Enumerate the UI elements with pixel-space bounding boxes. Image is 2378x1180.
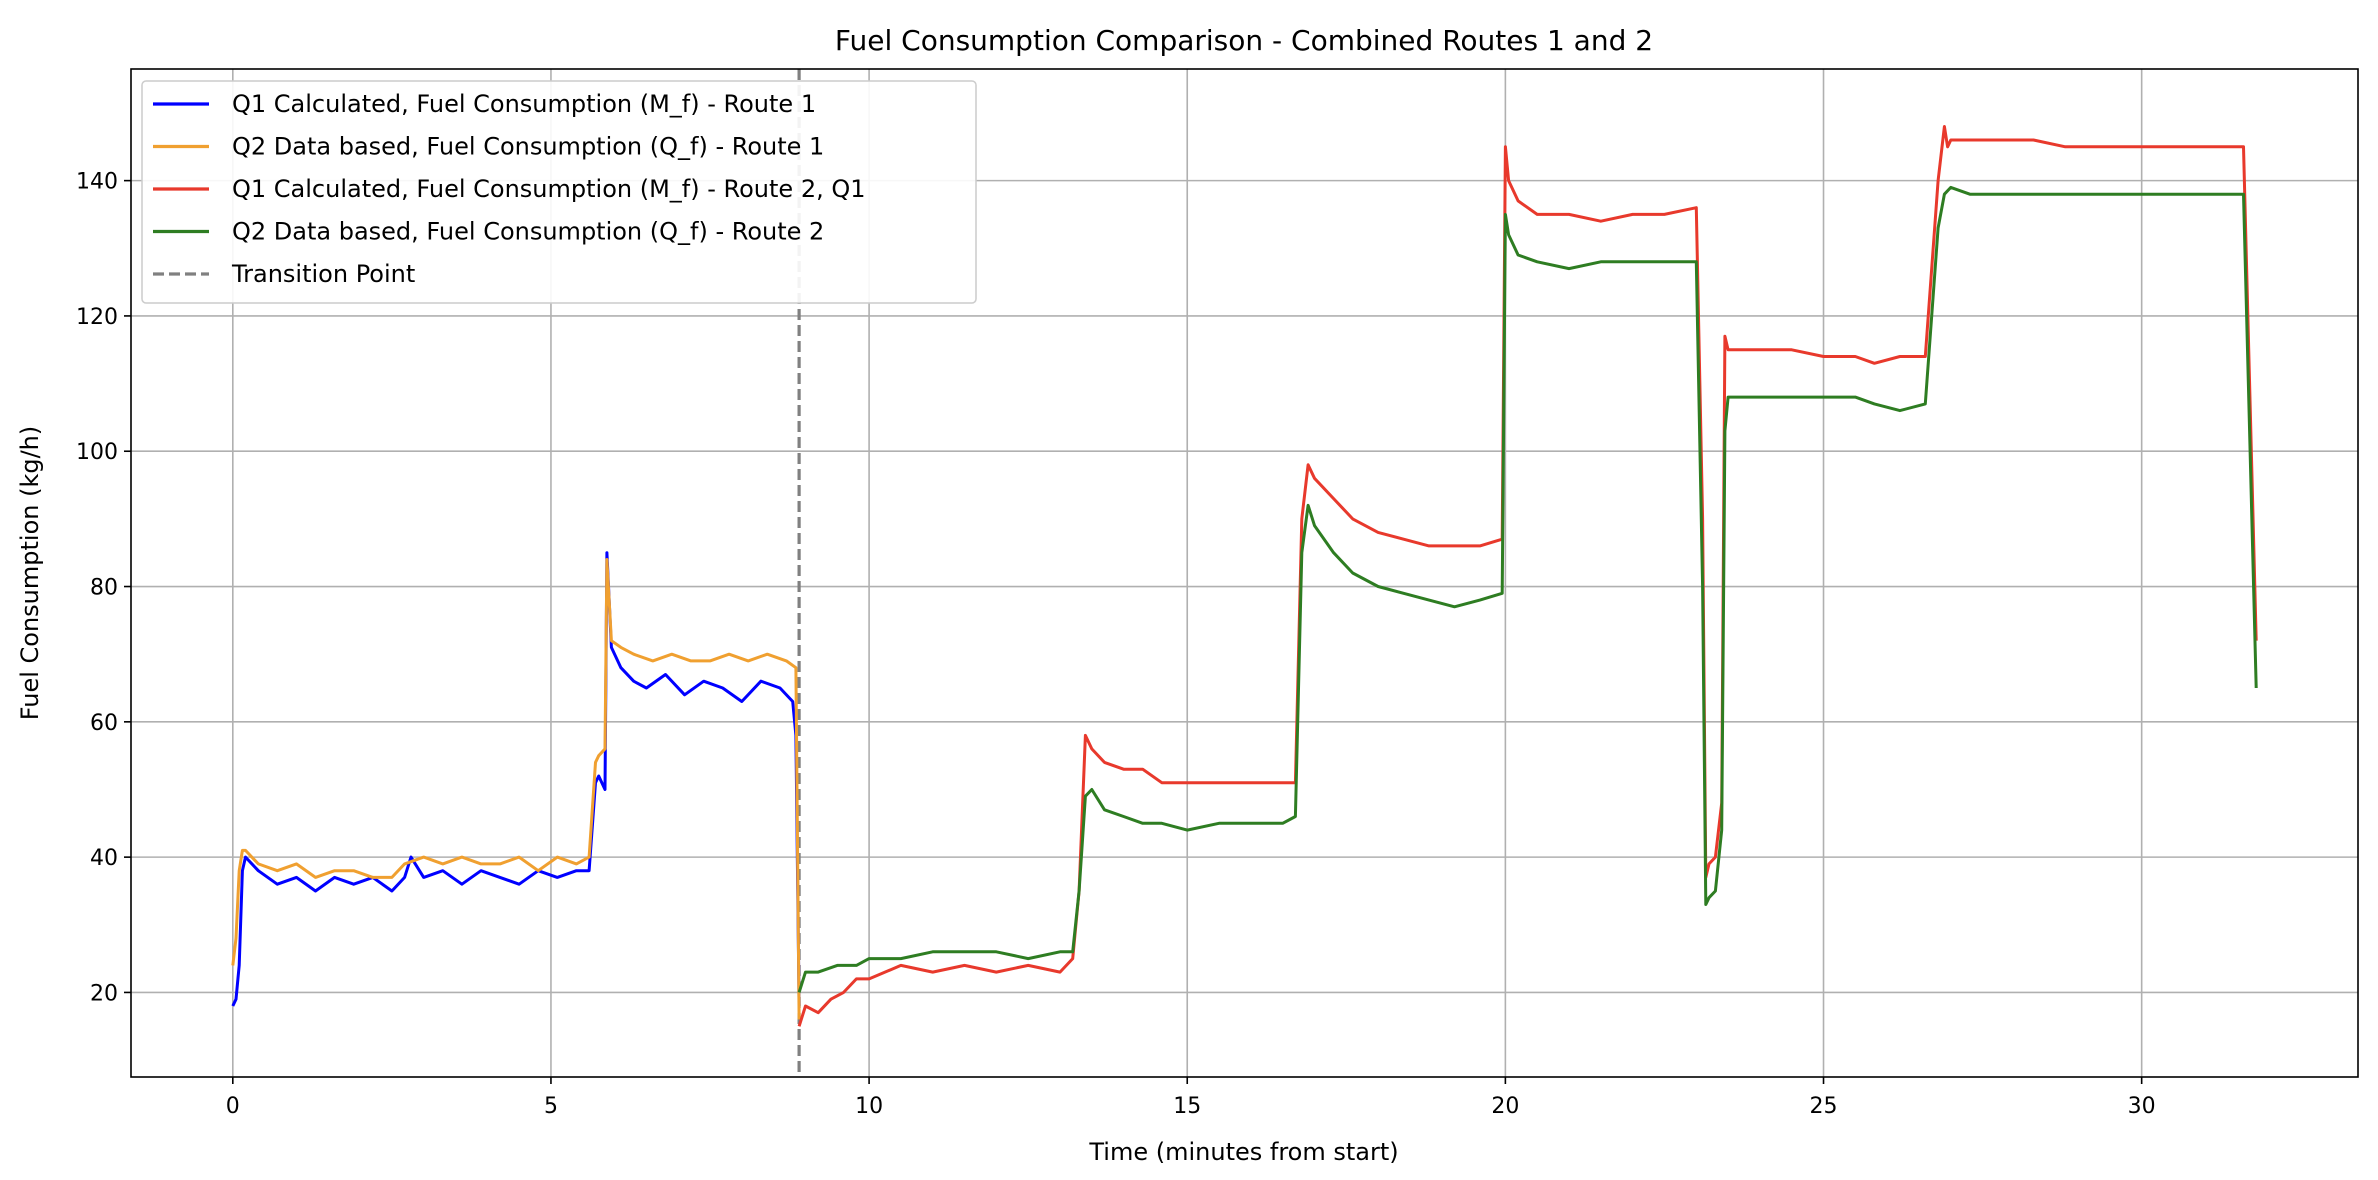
y-tick-label: 120 bbox=[76, 305, 118, 330]
legend-label: Q2 Data based, Fuel Consumption (Q_f) - … bbox=[232, 218, 824, 246]
y-tick-label: 60 bbox=[90, 711, 118, 736]
y-axis-label: Fuel Consumption (kg/h) bbox=[16, 426, 44, 721]
legend-label: Q1 Calculated, Fuel Consumption (M_f) - … bbox=[232, 90, 816, 118]
series-layer bbox=[231, 125, 2258, 1027]
legend-label: Q1 Calculated, Fuel Consumption (M_f) - … bbox=[232, 175, 866, 203]
series-line-2 bbox=[231, 558, 801, 1020]
x-tick-label: 30 bbox=[2128, 1094, 2156, 1119]
x-tick-label: 5 bbox=[544, 1094, 558, 1119]
y-tick-label: 40 bbox=[90, 846, 118, 871]
legend-label: Q2 Data based, Fuel Consumption (Q_f) - … bbox=[232, 133, 824, 161]
y-ticks: 20 40 60 80 100 120 140 bbox=[76, 170, 131, 1006]
x-tick-label: 10 bbox=[855, 1094, 883, 1119]
y-tick-label: 100 bbox=[76, 440, 118, 465]
legend-label: Transition Point bbox=[231, 260, 415, 288]
x-tick-label: 20 bbox=[1491, 1094, 1519, 1119]
y-tick-label: 80 bbox=[90, 576, 118, 601]
legend: Q1 Calculated, Fuel Consumption (M_f) - … bbox=[141, 80, 977, 304]
legend-box bbox=[141, 80, 977, 304]
x-axis-label: Time (minutes from start) bbox=[1088, 1138, 1398, 1166]
chart-title: Fuel Consumption Comparison - Combined R… bbox=[835, 24, 1653, 57]
x-tick-label: 15 bbox=[1173, 1094, 1201, 1119]
x-ticks: 0 5 10 15 20 25 30 bbox=[226, 1077, 2156, 1119]
series-line-3 bbox=[797, 125, 2258, 1027]
y-tick-label: 140 bbox=[76, 170, 118, 195]
x-tick-label: 0 bbox=[226, 1094, 240, 1119]
plot-frame bbox=[130, 68, 2359, 1078]
y-tick-label: 20 bbox=[90, 981, 118, 1006]
series-line-4 bbox=[797, 185, 2258, 993]
x-tick-label: 25 bbox=[1810, 1094, 1838, 1119]
